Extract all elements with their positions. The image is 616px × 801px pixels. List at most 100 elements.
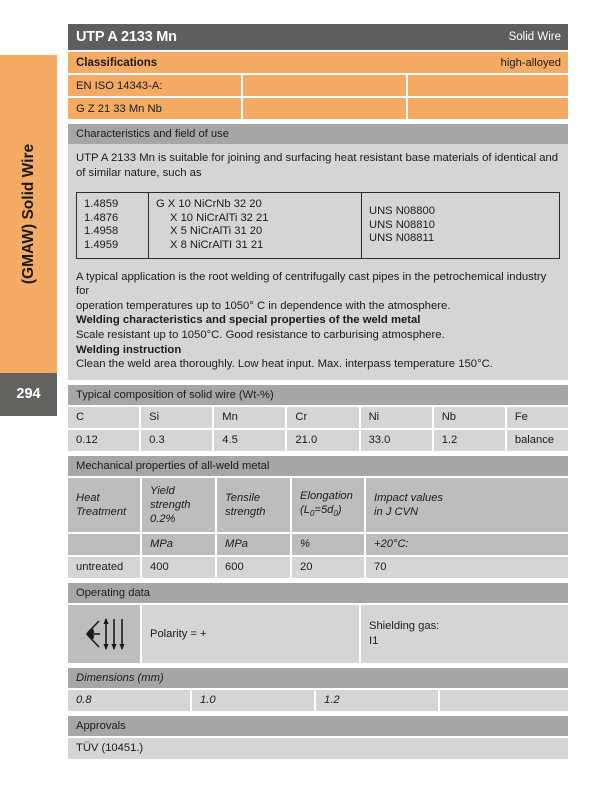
- composition-header: Typical composition of solid wire (Wt-%): [68, 384, 568, 405]
- application-text-line2: operation temperatures up to 1050° C in …: [76, 299, 451, 312]
- product-name: UTP A 2133 Mn: [76, 29, 177, 45]
- mech-col-tensile-strength: Tensile strength: [217, 477, 290, 532]
- classification-col3: [408, 98, 568, 119]
- shielding-gas-value: I1: [369, 634, 379, 647]
- welding-positions-icon: [68, 604, 140, 663]
- mech-col-impact-values-label: Impact values in J CVN: [374, 491, 444, 518]
- composition-element: Mn: [214, 406, 286, 428]
- composition-element: Ni: [360, 406, 432, 428]
- uns-number: UNS N08810: [369, 218, 435, 231]
- composition-value: 21.0: [287, 429, 359, 451]
- composition-value: 33.0: [360, 429, 432, 451]
- mechanical-header-row: Heat Treatment Yield strength 0.2% Tensi…: [68, 477, 568, 532]
- composition-value-row: 0.12 0.3 4.5 21.0 33.0 1.2 balance: [68, 429, 568, 451]
- mech-col-heat-treatment-label: Heat Treatment: [76, 491, 127, 518]
- classification-row: EN ISO 14343-A:: [68, 75, 568, 96]
- mechanical-units-row: MPa MPa % +20°C:: [68, 533, 568, 555]
- mech-value: untreated: [68, 556, 140, 578]
- composition-element: Nb: [433, 406, 505, 428]
- operating-data-header: Operating data: [68, 582, 568, 603]
- material-uns-column: UNS N08800 UNS N08810 UNS N08811: [362, 193, 559, 257]
- elongation-sub-zero-a: 0: [309, 508, 315, 518]
- classification-col2: [243, 75, 406, 96]
- product-title-bar: UTP A 2133 Mn Solid Wire: [68, 24, 568, 50]
- composition-value: 0.12: [68, 429, 140, 451]
- mech-col-yield-strength: Yield strength 0.2%: [142, 477, 215, 532]
- welding-instruction-heading: Welding instruction: [76, 343, 182, 356]
- composition-element: Fe: [506, 406, 568, 428]
- mech-col-elongation: Elongation (L0=5d0): [292, 477, 364, 532]
- composition-value: 0.3: [141, 429, 213, 451]
- mech-value: 20: [292, 556, 364, 578]
- operating-data-row: Polarity = + Shielding gas: I1: [68, 604, 568, 663]
- mech-unit: +20°C:: [366, 533, 568, 555]
- dimensions-row: 0.8 1.0 1.2: [68, 689, 568, 711]
- dimensions-header: Dimensions (mm): [68, 667, 568, 688]
- page-number: 294: [16, 386, 41, 402]
- elongation-sub-zero-b: 0: [333, 508, 338, 518]
- classification-col3: [408, 75, 568, 96]
- mech-col-impact-values: Impact values in J CVN: [366, 477, 568, 532]
- composition-value: 1.2: [433, 429, 505, 451]
- mechanical-properties-header: Mechanical properties of all-weld metal: [68, 455, 568, 476]
- mech-unit: %: [292, 533, 364, 555]
- alloy-level-badge: high-alloyed: [500, 56, 561, 69]
- product-type: Solid Wire: [508, 31, 561, 43]
- mechanical-values-row: untreated 400 600 20 70: [68, 556, 568, 578]
- mech-col-heat-treatment: Heat Treatment: [68, 477, 140, 532]
- material-designation: X 8 NiCrAlTI 31 21: [170, 238, 264, 251]
- mech-value: 600: [217, 556, 290, 578]
- material-number: 1.4876: [84, 211, 119, 224]
- polarity-value: Polarity = +: [142, 604, 359, 663]
- material-designation: G X 10 NiCrNb 32 20: [156, 198, 262, 211]
- base-materials-table: 1.4859 1.4876 1.4958 1.4959 G X 10 NiCrN…: [76, 192, 560, 259]
- composition-element-row: C Si Mn Cr Ni Nb Fe: [68, 406, 568, 428]
- uns-number: UNS N08800: [369, 204, 435, 217]
- shielding-gas-label: Shielding gas:: [369, 620, 440, 633]
- mech-value: 70: [366, 556, 568, 578]
- mech-col-elongation-label: Elongation (L0=5d0): [300, 489, 353, 518]
- composition-value: balance: [506, 429, 568, 451]
- dimension-value: 1.2: [316, 689, 438, 711]
- mech-unit: MPa: [142, 533, 215, 555]
- sidebar-process-tab: (GMAW) Solid Wire: [0, 55, 57, 373]
- approvals-row: TÜV (10451.): [68, 737, 568, 759]
- application-text-line1: A typical application is the root weldin…: [76, 270, 547, 298]
- classifications-header: Classifications high-alloyed: [68, 52, 568, 73]
- elongation-word: Elongation: [300, 489, 353, 502]
- characteristics-header: Characteristics and field of use: [68, 124, 568, 144]
- classification-row: G Z 21 33 Mn Nb: [68, 98, 568, 119]
- mech-value: 400: [142, 556, 215, 578]
- mech-col-yield-strength-label: Yield strength 0.2%: [150, 484, 191, 525]
- material-number: 1.4959: [84, 238, 119, 251]
- characteristics-intro: UTP A 2133 Mn is suitable for joining an…: [76, 152, 559, 179]
- approval-value: TÜV (10451.): [68, 737, 568, 759]
- dimension-value-empty: [440, 689, 568, 711]
- composition-element: Cr: [287, 406, 359, 428]
- classification-standard: EN ISO 14343-A:: [68, 75, 241, 96]
- material-number: 1.4958: [84, 225, 119, 238]
- welding-positions-icon-svg: [85, 617, 125, 650]
- classification-col2: [243, 98, 406, 119]
- composition-element: C: [68, 406, 140, 428]
- material-designation: X 10 NiCrAlTi 32 21: [170, 211, 269, 224]
- mech-unit: MPa: [217, 533, 290, 555]
- composition-value: 4.5: [214, 429, 286, 451]
- welding-characteristics-heading: Welding characteristics and special prop…: [76, 314, 421, 327]
- classifications-title: Classifications: [76, 56, 158, 69]
- material-numbers-column: 1.4859 1.4876 1.4958 1.4959: [77, 193, 149, 258]
- shielding-gas-cell: Shielding gas: I1: [361, 604, 568, 663]
- datasheet: UTP A 2133 Mn Solid Wire Classifications…: [68, 24, 568, 759]
- mech-unit: [68, 533, 140, 555]
- material-designations-column: G X 10 NiCrNb 32 20 X 10 NiCrAlTi 32 21 …: [149, 193, 362, 258]
- mech-col-tensile-strength-label: Tensile strength: [225, 491, 266, 518]
- sidebar-process-label: (GMAW) Solid Wire: [20, 143, 37, 285]
- material-number: 1.4859: [84, 198, 119, 211]
- dimension-value: 0.8: [68, 689, 190, 711]
- welding-instruction-text: Clean the weld area thoroughly. Low heat…: [76, 358, 493, 371]
- composition-element: Si: [141, 406, 213, 428]
- welding-characteristics-text: Scale resistant up to 1050°C. Good resis…: [76, 328, 445, 341]
- material-designation: X 5 NiCrAlTi 31 20: [170, 225, 263, 238]
- approvals-header: Approvals: [68, 715, 568, 736]
- dimension-value: 1.0: [192, 689, 314, 711]
